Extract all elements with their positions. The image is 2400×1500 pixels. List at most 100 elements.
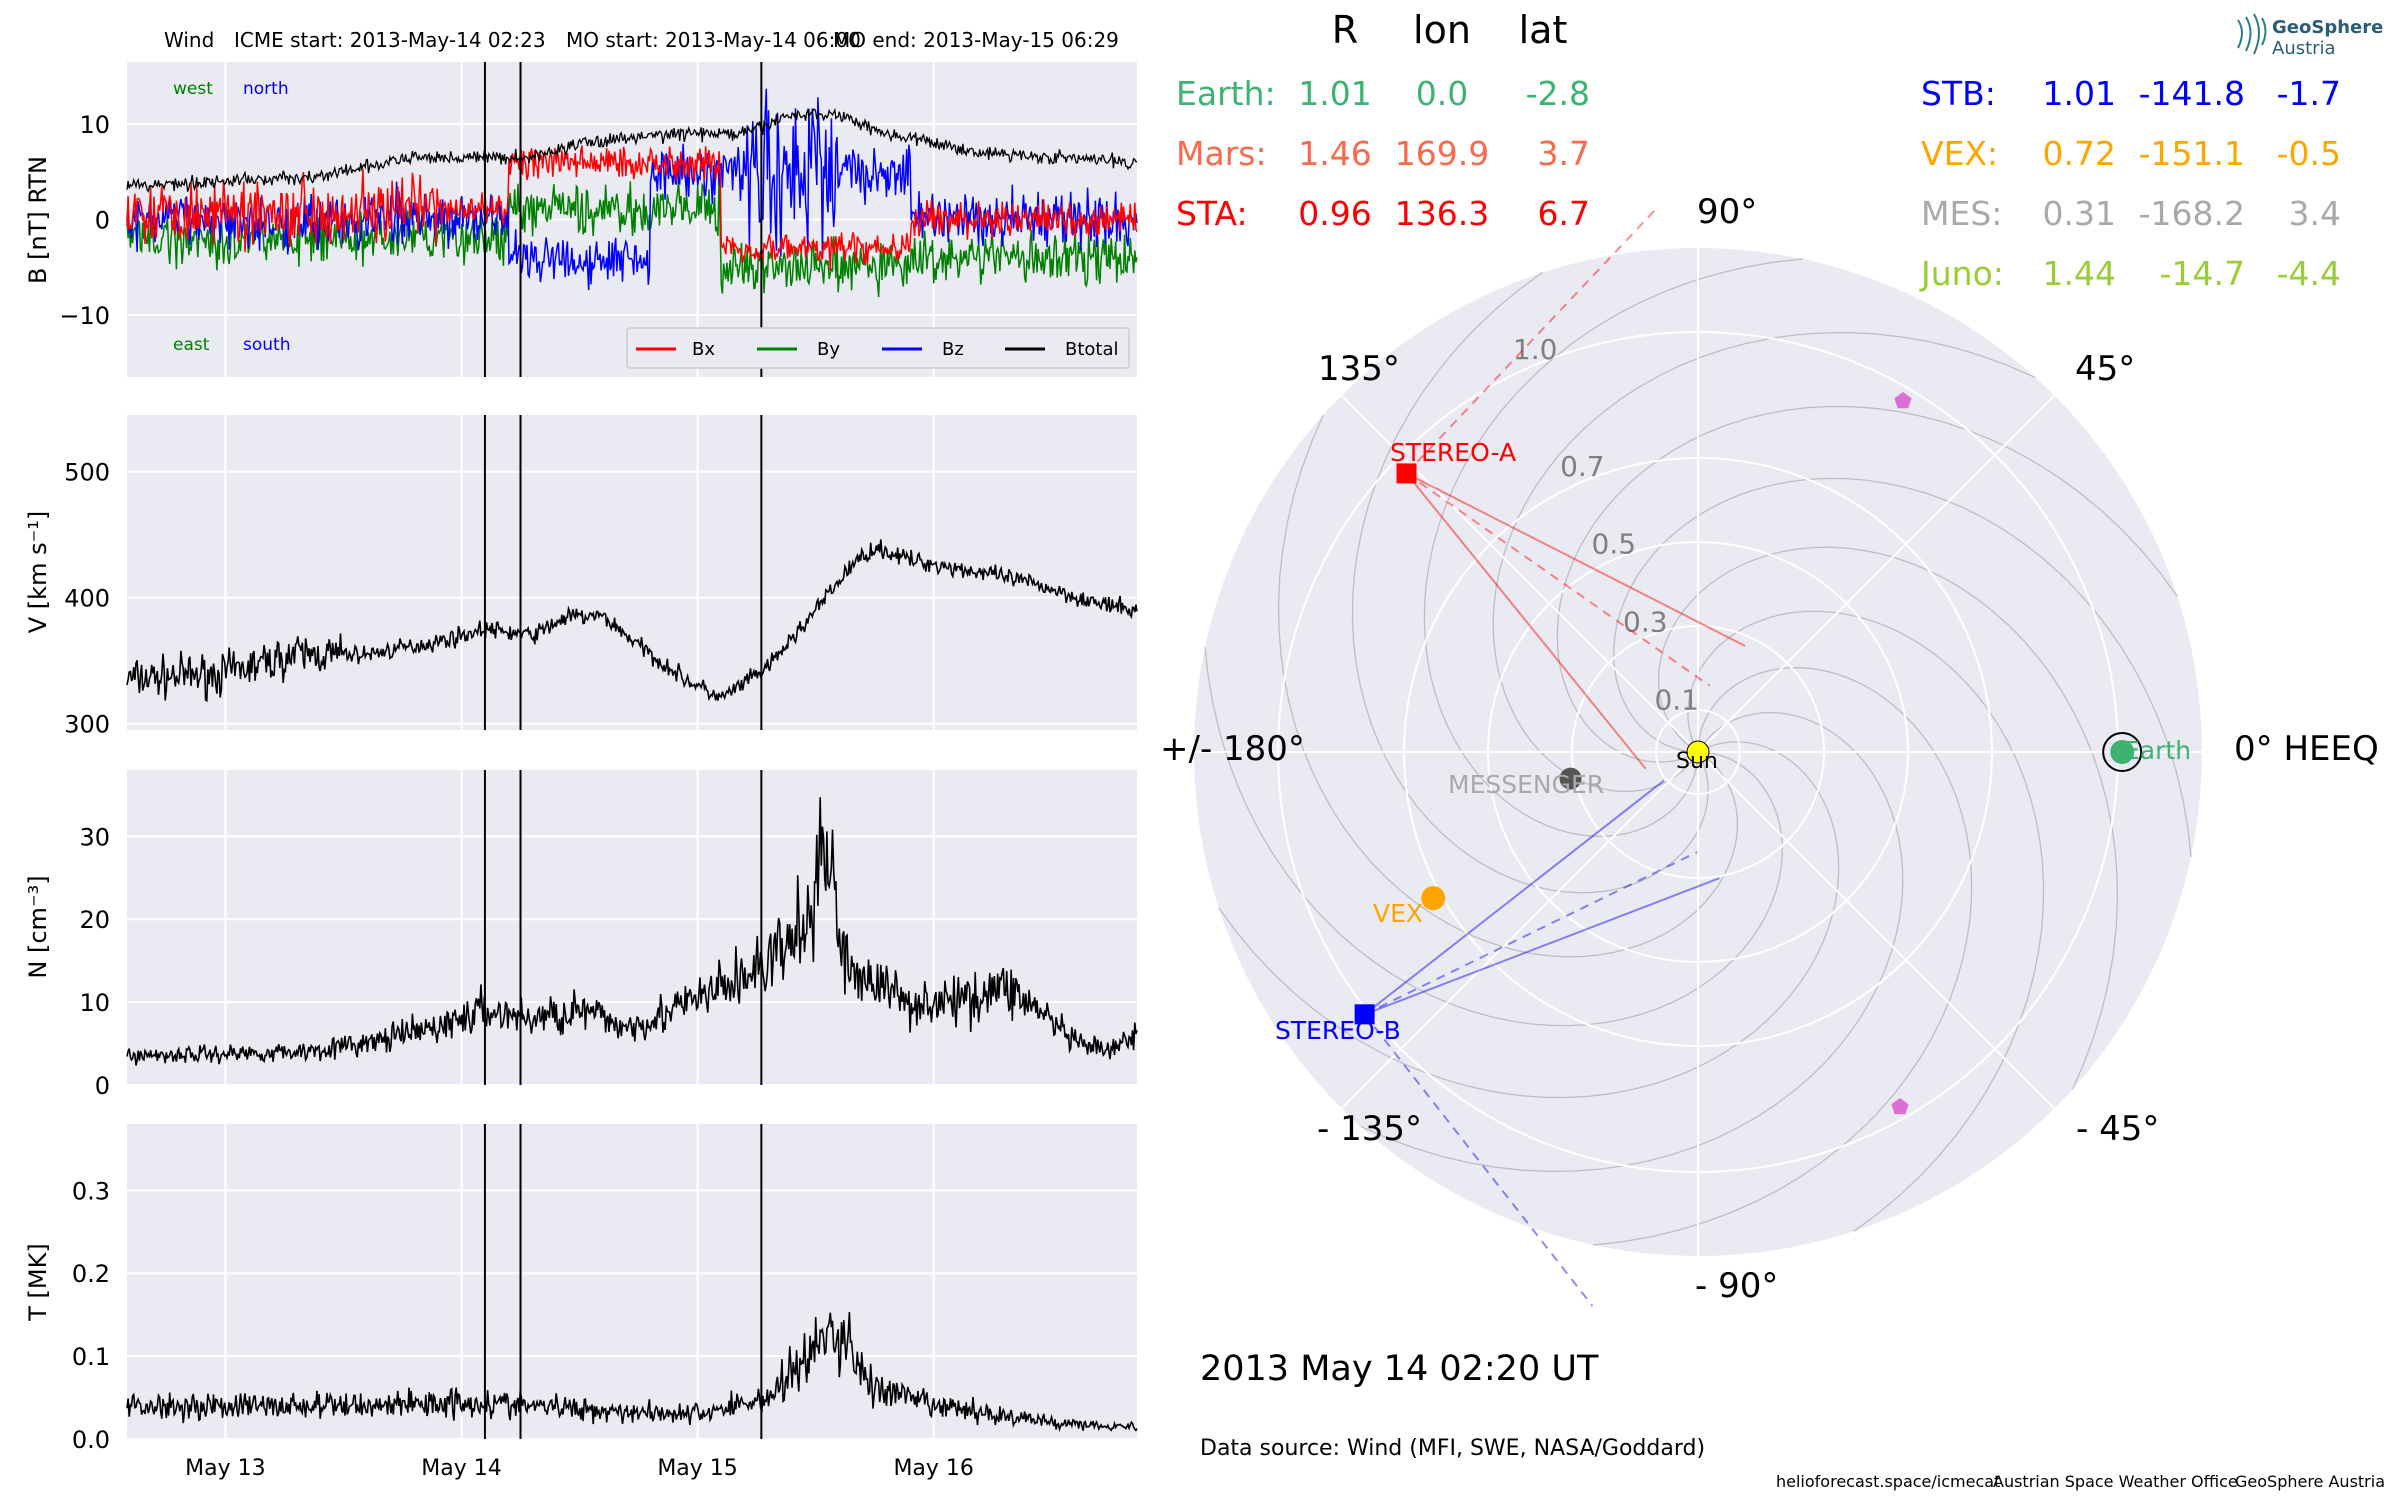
t-ytick-label: 0.0 — [72, 1426, 110, 1454]
table-left-r: 1.46 — [1298, 134, 1371, 173]
angle-label-90: 90° — [1697, 192, 1757, 232]
table-left-name: STA: — [1176, 194, 1248, 233]
b-ytick-label: −10 — [59, 302, 110, 330]
angular-grid-line — [1697, 751, 2056, 1110]
table-right-name: VEX: — [1921, 134, 1998, 173]
earth-ring — [2102, 732, 2143, 772]
table-right-lat: -0.5 — [2277, 134, 2341, 173]
table-right-name: MES: — [1921, 194, 2002, 233]
v-ytick-label: 500 — [64, 459, 110, 487]
south-annotation: south — [243, 335, 290, 355]
x-tick-label: May 15 — [657, 1456, 737, 1481]
timestamp: 2013 May 14 02:20 UT — [1200, 1349, 1599, 1389]
radial-tick-label: 0.1 — [1654, 683, 1699, 716]
v-ytick-label: 300 — [64, 711, 110, 739]
juno-marker — [1894, 392, 1912, 409]
legend-bz-label: Bz — [942, 339, 964, 360]
table-header-lon: lon — [1413, 8, 1471, 52]
radial-tick-label: 1.0 — [1513, 333, 1558, 366]
geosphere-logo: GeoSphere Austria — [2237, 13, 2383, 59]
table-right-lon: -151.1 — [2139, 134, 2245, 173]
icme-start-label: ICME start: 2013-May-14 02:23 — [234, 28, 546, 52]
table-left-lon: 169.9 — [1395, 134, 1489, 173]
t-ylabel: T [MK] — [24, 1243, 52, 1321]
stb-label: STEREO-B — [1275, 1016, 1401, 1045]
logo-line2: Austria — [2272, 38, 2336, 59]
sta-label: STEREO-A — [1390, 438, 1516, 467]
x-tick-label: May 14 — [421, 1456, 501, 1481]
t-series-line — [126, 1312, 1138, 1433]
table-left-lon: 0.0 — [1416, 74, 1468, 113]
n-ytick-label: 30 — [79, 823, 110, 851]
logo-mark-icon — [2237, 13, 2267, 55]
table-right-lon: -14.7 — [2160, 254, 2245, 293]
legend-frame — [626, 327, 1130, 369]
east-annotation: east — [173, 335, 210, 355]
table-right-lon: -168.2 — [2139, 194, 2245, 233]
n-ytick-label: 0 — [95, 1072, 110, 1100]
angle-label-minus135: - 135° — [1317, 1109, 1422, 1149]
vex-label: VEX — [1373, 899, 1423, 928]
angle-label-180: +/- 180° — [1160, 729, 1305, 769]
series-layer — [126, 88, 1138, 1433]
angular-grid-line — [1340, 751, 1699, 1110]
v-series-line — [126, 539, 1138, 703]
angle-label-minus90: - 90° — [1695, 1266, 1778, 1306]
n-panel-bg — [127, 770, 1137, 1085]
x-tick-label: May 13 — [185, 1456, 265, 1481]
angle-label-0: 0° HEEQ — [2234, 729, 2379, 769]
angular-grid-line — [1697, 394, 2056, 753]
table-left-lat: 3.7 — [1538, 134, 1590, 173]
north-annotation: north — [243, 79, 289, 99]
table-right-lat: 3.4 — [2289, 194, 2341, 233]
radial-tick-label: 0.7 — [1560, 450, 1605, 483]
positions-table: Earth: 1.01 0.0 -2.8 Mars: 1.46 169.9 3.7 STA: 0.… — [1176, 74, 2341, 293]
fov-line-dashed — [1363, 1013, 1594, 1307]
footer-url: helioforecast.space/icmecat — [1776, 1472, 2000, 1491]
btotal-series-line — [126, 107, 1137, 193]
table-right-lat: -4.4 — [2277, 254, 2341, 293]
table-left-lat: -2.8 — [1526, 74, 1590, 113]
angle-label-minus45: - 45° — [2076, 1109, 2159, 1149]
n-ylabel: N [cm⁻³] — [24, 875, 52, 978]
table-right-r: 1.01 — [2043, 74, 2116, 113]
west-annotation: west — [173, 79, 213, 99]
table-right-name: Juno: — [1919, 254, 2004, 293]
angular-grid-line — [1340, 394, 1699, 753]
mo-end-label: MO end: 2013-May-15 06:29 — [833, 28, 1119, 52]
v-ylabel: V [km s⁻¹] — [24, 511, 52, 633]
v-ytick-label: 400 — [64, 585, 110, 613]
n-ytick-label: 10 — [79, 989, 110, 1017]
sun-label: Sun — [1676, 749, 1718, 774]
angle-label-45: 45° — [2075, 349, 2135, 389]
table-right-lat: -1.7 — [2277, 74, 2341, 113]
b-ytick-label: 10 — [79, 111, 110, 139]
table-header-r: R — [1332, 8, 1358, 52]
footer-org: GeoSphere Austria — [2235, 1472, 2385, 1491]
table-left-r: 0.96 — [1298, 194, 1371, 233]
fov-line — [1406, 472, 1746, 647]
fov-line-dashed — [1364, 851, 1698, 1016]
earth-marker — [2110, 740, 2135, 764]
angle-label-135: 135° — [1318, 349, 1400, 389]
sun-marker — [1686, 740, 1710, 764]
radial-tick-label: 0.3 — [1623, 606, 1668, 639]
t-ytick-label: 0.2 — [72, 1260, 110, 1288]
b-legend: Bx By Bz Btotal — [626, 327, 1130, 369]
table-right-lon: -141.8 — [2139, 74, 2245, 113]
data-source: Data source: Wind (MFI, SWE, NASA/Goddar… — [1200, 1436, 1705, 1461]
legend-bx-label: Bx — [692, 339, 715, 360]
by-series-line — [126, 175, 1138, 298]
mo-start-label: MO start: 2013-May-14 06:00 — [566, 28, 861, 52]
mes-label: MESSENGER — [1448, 770, 1604, 799]
table-right-r: 0.31 — [2043, 194, 2116, 233]
table-right-r: 1.44 — [2043, 254, 2116, 293]
fov-line — [1364, 779, 1665, 1016]
tick-label-layer: 10 0 −10 500 400 300 30 20 10 0 0.3 0.2 0.1 0.0 May 13… — [59, 111, 974, 1481]
mission-label: Wind — [164, 28, 214, 52]
polar-plot: 0.1 0.3 0.5 0.7 1.0 — [1194, 207, 2202, 1307]
footer-office: Austrian Space Weather Office — [1993, 1472, 2238, 1491]
juno-marker — [1891, 1098, 1909, 1115]
vex-marker — [1421, 886, 1446, 911]
table-right-name: STB: — [1921, 74, 1996, 113]
